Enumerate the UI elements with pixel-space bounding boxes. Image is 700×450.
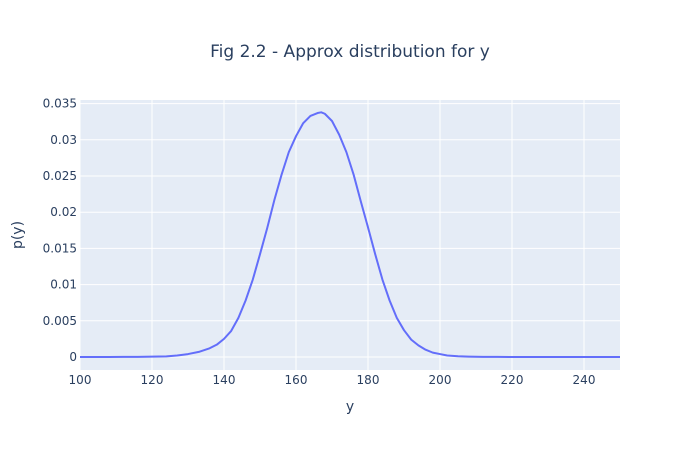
x-tick-label: 240 — [573, 373, 596, 387]
y-tick-label: 0.02 — [50, 205, 77, 219]
y-tick-label: 0.035 — [43, 97, 77, 111]
gridlines — [79, 100, 620, 370]
y-tick-label: 0.005 — [43, 314, 77, 328]
x-tick-label: 160 — [285, 373, 308, 387]
y-tick-label: 0.01 — [50, 278, 77, 292]
chart-title: Fig 2.2 - Approx distribution for y — [210, 42, 490, 62]
y-tick-label: 0.03 — [50, 133, 77, 147]
x-axis-label: y — [346, 399, 354, 415]
y-tick-label: 0.025 — [43, 169, 77, 183]
x-axis-ticks: 100 120 140 160 180 200 220 240 — [69, 373, 596, 387]
y-axis-label: p(y) — [10, 221, 26, 249]
series-layer — [80, 111, 620, 358]
y-tick-label: 0 — [69, 350, 77, 364]
x-tick-label: 100 — [69, 373, 92, 387]
x-tick-label: 120 — [141, 373, 164, 387]
y-tick-label: 0.015 — [43, 241, 77, 255]
x-tick-label: 220 — [501, 373, 524, 387]
x-tick-label: 180 — [357, 373, 380, 387]
x-tick-label: 200 — [429, 373, 452, 387]
plot-area — [80, 100, 620, 370]
y-axis-ticks: 0 0.005 0.01 0.015 0.02 0.025 0.03 0.035 — [43, 97, 77, 364]
series-line — [80, 111, 620, 358]
x-tick-label: 140 — [213, 373, 236, 387]
